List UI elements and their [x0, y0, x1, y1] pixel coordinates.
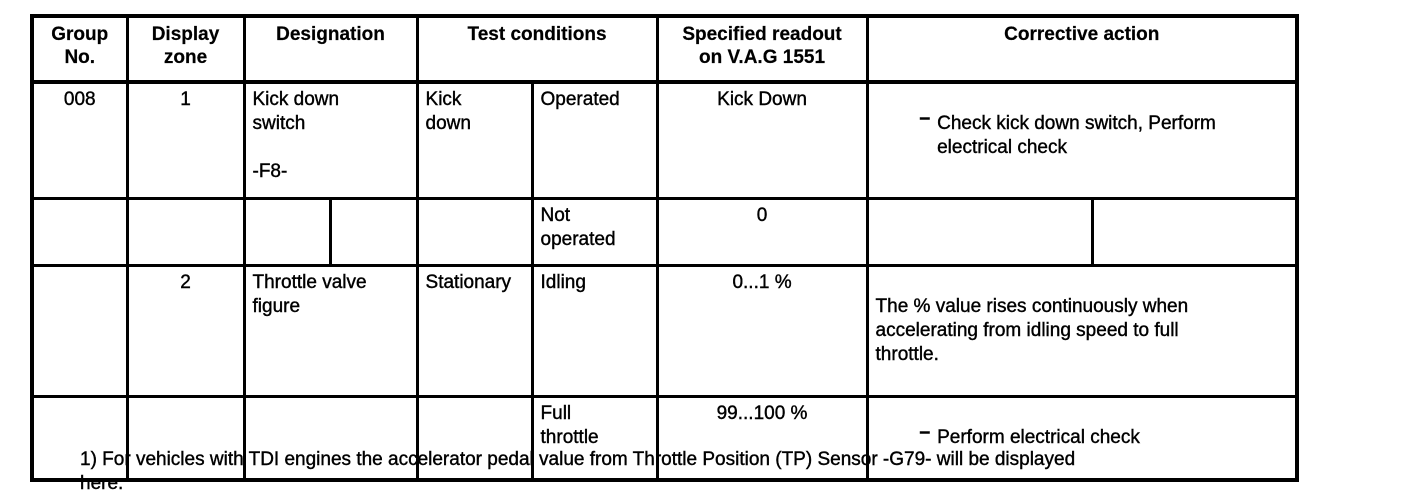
display-zone-cell: 1	[125, 80, 246, 200]
test-condition-cell: Stationary	[415, 263, 534, 398]
specified-readout-cell: Kick Down	[655, 80, 869, 200]
corrective-action-cell: – Perform electrical check	[865, 394, 1299, 481]
test-condition-cell: Idling	[530, 263, 659, 398]
test-condition-cell: Kick down	[415, 80, 534, 200]
designation-cell: Throttle valve figure	[242, 263, 419, 398]
corrective-action-text: Check kick down switch, Perform electric…	[937, 113, 1216, 158]
header-group-no: Group No.	[30, 14, 129, 84]
corrective-action-text: Perform electrical check	[937, 426, 1140, 448]
table-row: Not operated 0	[30, 196, 1299, 267]
empty-cell	[125, 196, 246, 267]
empty-cell	[30, 394, 129, 481]
diagnostic-readout-table: Group No. Display zone Designation Test …	[30, 14, 1300, 482]
empty-cell	[865, 196, 1094, 267]
header-designation: Designation	[242, 14, 419, 84]
designation-cell: Kick down switch -F8-	[242, 80, 419, 200]
corrective-action-cell: – Check kick down switch, Perform electr…	[865, 80, 1299, 200]
corrective-action-item: – Perform electrical check	[876, 421, 1289, 450]
empty-cell	[1090, 196, 1299, 267]
table-row: 2 Throttle valve figure Stationary Idlin…	[30, 263, 1299, 398]
empty-cell	[30, 263, 129, 398]
test-condition-cell: Full throttle	[530, 394, 659, 481]
empty-cell	[242, 394, 419, 481]
empty-cell	[415, 394, 534, 481]
empty-cell	[125, 394, 246, 481]
header-display-zone: Display zone	[125, 14, 246, 84]
test-condition-cell: Not operated	[530, 196, 659, 267]
corrective-action-text: The % value rises continuously when acce…	[875, 295, 1189, 365]
empty-cell	[328, 196, 419, 267]
table-row: 008 1 Kick down switch -F8- Kick down Op…	[30, 80, 1299, 200]
empty-cell	[415, 196, 534, 267]
group-no-cell: 008	[30, 80, 129, 200]
dash-bullet-icon: –	[919, 421, 931, 443]
empty-cell	[30, 196, 129, 267]
corrective-action-item: – Check kick down switch, Perform electr…	[876, 108, 1289, 160]
specified-readout-cell: 0	[655, 196, 869, 267]
specified-readout-cell: 99...100 %	[655, 394, 869, 481]
header-test-conditions: Test conditions	[415, 14, 659, 84]
header-specified-readout: Specified readout on V.A.G 1551	[655, 14, 869, 84]
header-corrective-action: Corrective action	[865, 14, 1299, 84]
empty-cell	[242, 196, 332, 267]
table-row: Full throttle 99...100 % – Perform elect…	[30, 394, 1299, 481]
display-zone-cell: 2	[125, 263, 246, 398]
header-row: Group No. Display zone Designation Test …	[30, 14, 1299, 84]
footnote-text: 1) For vehicles with TDI engines the acc…	[80, 449, 1076, 494]
dash-bullet-icon: –	[919, 108, 931, 130]
corrective-action-cell: The % value rises continuously when acce…	[865, 263, 1299, 398]
test-condition-cell: Operated	[530, 80, 659, 200]
specified-readout-cell: 0...1 %	[655, 263, 869, 398]
